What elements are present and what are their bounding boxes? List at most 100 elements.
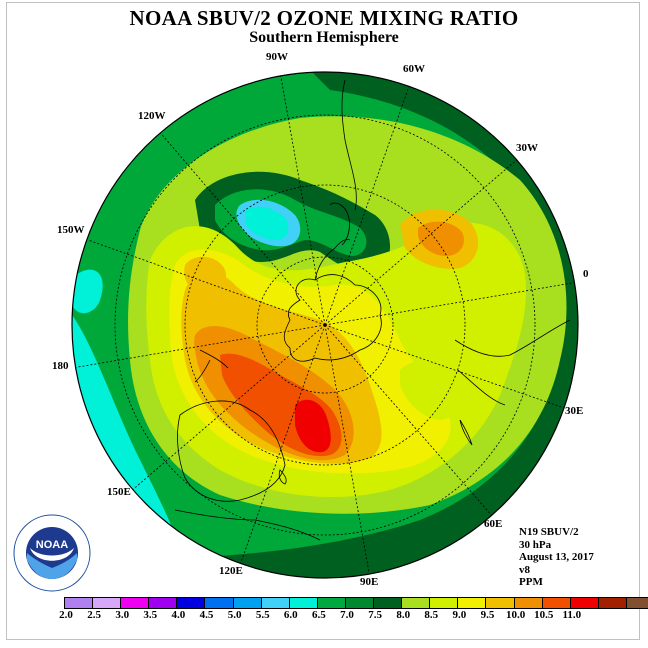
logo-wave — [27, 553, 77, 579]
colorbar-tick-label: 8.5 — [424, 609, 439, 621]
label-lon-180: 180 — [52, 360, 69, 372]
antarctica-coast — [283, 274, 382, 362]
colorbar-tick-label: 6.5 — [312, 609, 326, 621]
label-lon-30e: 30E — [565, 405, 584, 417]
indonesia — [174, 509, 321, 541]
colorbar-swatch — [402, 598, 431, 608]
meridian-0 — [324, 281, 578, 326]
graticule — [72, 72, 578, 578]
logo-text: NOAA — [36, 539, 68, 551]
colorbar-tick-label: 4.0 — [171, 609, 186, 621]
figure-frame — [6, 2, 640, 640]
colorbar-swatch — [598, 598, 627, 608]
colorbar-tick-label: 5.0 — [227, 609, 242, 621]
australia-coast — [177, 400, 286, 502]
label-lon-120w: 120W — [138, 110, 166, 122]
map-boundary — [71, 71, 579, 579]
colorbar-tick-label: 2.0 — [59, 609, 73, 621]
label-lon-90e: 90E — [360, 576, 379, 588]
colorbar-tick-label: 3.0 — [115, 609, 130, 621]
colorbar-tick-label: 9.5 — [480, 609, 495, 621]
field-cyan-upper — [72, 269, 103, 314]
africa-east — [457, 369, 506, 406]
new-zealand — [194, 349, 229, 383]
meridian-90e — [324, 324, 371, 578]
label-lon-120e: 120E — [219, 565, 243, 577]
info-date: August 13, 2017 — [519, 551, 594, 564]
colorbar-tick-label: 2.5 — [87, 609, 101, 621]
colorbar-tick-label: 10.5 — [534, 609, 554, 621]
meridian-150e — [129, 324, 326, 493]
label-lon-30w: 30W — [516, 142, 538, 154]
label-lon-60e: 60E — [484, 518, 503, 530]
meridian-150w — [87, 239, 326, 326]
meridian-30e — [324, 324, 571, 411]
colorbar-swatch — [205, 598, 234, 608]
madagascar — [459, 419, 473, 446]
logo-gull — [30, 548, 74, 561]
colorbar-tick-label: 8.0 — [396, 609, 411, 621]
info-satellite: N19 SBUV/2 — [519, 526, 579, 538]
info-units: PPM — [519, 576, 543, 589]
colorbar-tick-label: 5.5 — [255, 609, 270, 621]
colorbar-tick-label: 4.5 — [199, 609, 214, 621]
colorbar-swatch — [149, 598, 178, 608]
colorbar-swatch — [626, 598, 648, 608]
colorbar-swatch — [458, 598, 487, 608]
africa-coast — [454, 319, 571, 357]
colorbar-tick-label: 3.5 — [143, 609, 158, 621]
colorbar-swatch — [317, 598, 346, 608]
lat-circle-outer — [114, 114, 536, 536]
label-lon-150w: 150W — [57, 224, 85, 236]
info-level: 30 hPa — [519, 538, 552, 551]
colorbar-tick-label: 9.0 — [452, 609, 467, 621]
field-cyan-blob — [245, 206, 289, 240]
label-lon-0: 0 — [583, 268, 589, 280]
meridian-120e — [239, 324, 326, 566]
colorbar-swatch — [514, 598, 543, 608]
lat-circle-mid — [184, 184, 466, 466]
label-lon-60w: 60W — [403, 63, 425, 75]
map-title: NOAA SBUV/2 OZONE MIXING RATIO — [129, 6, 519, 30]
colorbar — [64, 597, 648, 609]
colorbar-tick-label: 11.0 — [562, 609, 582, 621]
south-america-tip — [329, 202, 350, 246]
colorbar-swatch — [430, 598, 459, 608]
field-yellowgreen-right — [400, 361, 456, 420]
colorbar-swatch — [261, 598, 290, 608]
colorbar-swatch — [486, 598, 515, 608]
colorbar-swatch — [570, 598, 599, 608]
colorbar-swatch — [121, 598, 150, 608]
label-lon-150e: 150E — [107, 486, 131, 498]
coastlines — [174, 79, 571, 541]
colorbar-tick-label: 7.5 — [368, 609, 382, 621]
info-block: N19 SBUV/2 30 hPa August 13, 2017 v8 PPM — [519, 526, 594, 589]
ozone-field — [72, 72, 578, 578]
south-america — [341, 79, 357, 211]
field-red — [295, 399, 331, 453]
meridian-30w — [324, 156, 521, 326]
colorbar-swatch — [177, 598, 206, 608]
meridian-180 — [72, 324, 326, 369]
colorbar-swatch — [93, 598, 122, 608]
lat-circle-inner — [256, 256, 394, 394]
tasmania — [278, 469, 287, 485]
noaa-logo: NOAA — [13, 514, 91, 592]
map-subtitle: Southern Hemisphere — [249, 29, 399, 46]
colorbar-swatch — [542, 598, 571, 608]
label-lon-90w: 90W — [266, 51, 288, 63]
colorbar-swatch — [289, 598, 318, 608]
colorbar-swatch — [233, 598, 262, 608]
colorbar-swatch — [345, 598, 375, 608]
info-version: v8 — [519, 563, 530, 576]
field-gold-west — [184, 256, 227, 295]
colorbar-tick-label: 10.0 — [505, 609, 526, 621]
meridian-120w — [157, 129, 326, 326]
meridian-60e — [324, 324, 495, 519]
colorbar-tick-label: 7.0 — [340, 609, 354, 621]
colorbar-swatch — [65, 598, 94, 608]
colorbar-tick-label: 6.0 — [283, 609, 298, 621]
colorbar-swatch — [374, 598, 403, 608]
field-orange-east — [418, 221, 465, 256]
